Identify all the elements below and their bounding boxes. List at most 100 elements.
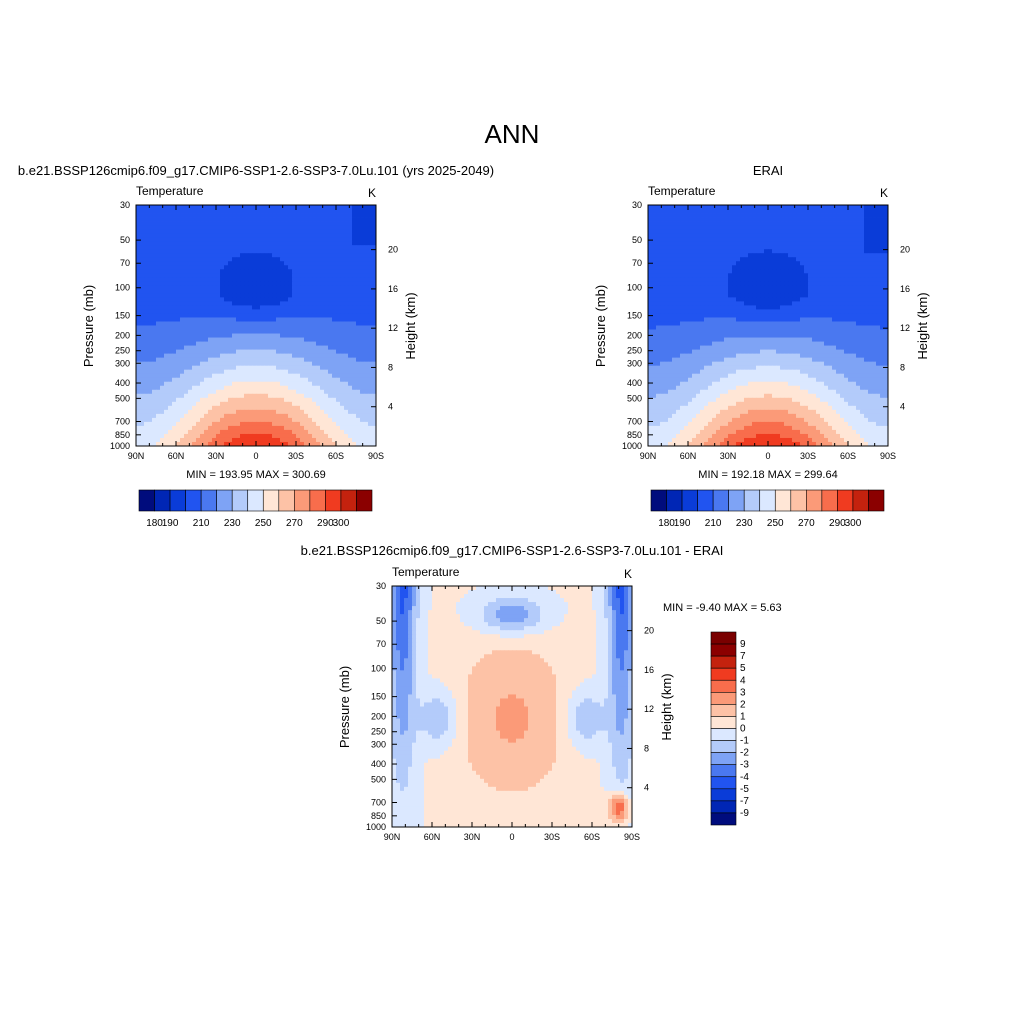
contour-cell: [272, 374, 276, 378]
contour-cell: [788, 273, 792, 277]
contour-cell: [312, 309, 316, 313]
contour-cell: [732, 281, 736, 285]
contour-cell: [684, 269, 688, 273]
contour-cell: [268, 430, 272, 434]
contour-cell: [320, 330, 324, 334]
contour-cell: [344, 205, 348, 209]
contour-cell: [248, 434, 252, 438]
contour-cell: [856, 205, 860, 209]
contour-cell: [752, 253, 756, 257]
contour-cell: [832, 273, 836, 277]
contour-cell: [360, 334, 364, 338]
contour-cell: [316, 233, 320, 237]
contour-cell: [216, 245, 220, 249]
contour-cell: [284, 334, 288, 338]
contour-cell: [180, 301, 184, 305]
contour-cell: [304, 281, 308, 285]
contour-cell: [232, 261, 236, 265]
contour-cell: [200, 253, 204, 257]
contour-cell: [248, 245, 252, 249]
contour-cell: [348, 245, 352, 249]
contour-cell: [308, 334, 312, 338]
contour-cell: [140, 374, 144, 378]
contour-cell: [188, 374, 192, 378]
contour-cell: [148, 217, 152, 221]
contour-cell: [144, 334, 148, 338]
contour-cell: [276, 358, 280, 362]
contour-cell: [244, 265, 248, 269]
contour-cell: [880, 221, 884, 225]
contour-cell: [184, 269, 188, 273]
contour-cell: [144, 402, 148, 406]
contour-cell: [248, 261, 252, 265]
contour-cell: [832, 261, 836, 265]
contour-cell: [312, 217, 316, 221]
contour-cell: [264, 354, 268, 358]
contour-cell: [328, 289, 332, 293]
contour-cell: [236, 434, 240, 438]
contour-cell: [180, 398, 184, 402]
contour-cell: [808, 261, 812, 265]
contour-cell: [176, 205, 180, 209]
contour-cell: [700, 209, 704, 213]
contour-cell: [168, 305, 172, 309]
contour-cell: [840, 253, 844, 257]
contour-cell: [240, 422, 244, 426]
contour-cell: [252, 390, 256, 394]
contour-cell: [204, 414, 208, 418]
contour-cell: [136, 358, 140, 362]
contour-cell: [176, 390, 180, 394]
contour-cell: [368, 398, 372, 402]
contour-cell: [228, 249, 232, 253]
contour-cell: [220, 221, 224, 225]
contour-cell: [360, 422, 364, 426]
contour-cell: [144, 330, 148, 334]
contour-cell: [200, 354, 204, 358]
contour-cell: [648, 273, 652, 277]
contour-cell: [180, 253, 184, 257]
contour-cell: [344, 317, 348, 321]
contour-cell: [796, 285, 800, 289]
contour-cell: [728, 277, 732, 281]
contour-cell: [252, 386, 256, 390]
contour-cell: [332, 245, 336, 249]
contour-cell: [704, 213, 708, 217]
contour-cell: [204, 334, 208, 338]
contour-cell: [220, 273, 224, 277]
contour-cell: [308, 265, 312, 269]
contour-cell: [732, 241, 736, 245]
contour-cell: [220, 366, 224, 370]
contour-cell: [308, 301, 312, 305]
contour-cell: [276, 346, 280, 350]
contour-cell: [248, 233, 252, 237]
contour-cell: [824, 269, 828, 273]
contour-cell: [320, 289, 324, 293]
contour-cell: [216, 374, 220, 378]
contour-cell: [280, 378, 284, 382]
contour-cell: [304, 297, 308, 301]
contour-cell: [256, 394, 260, 398]
contour-cell: [160, 297, 164, 301]
contour-cell: [748, 237, 752, 241]
contour-cell: [776, 209, 780, 213]
contour-cell: [148, 374, 152, 378]
contour-cell: [336, 326, 340, 330]
contour-cell: [204, 221, 208, 225]
contour-cell: [204, 241, 208, 245]
contour-cell: [160, 253, 164, 257]
contour-cell: [152, 209, 156, 213]
contour-cell: [368, 317, 372, 321]
contour-cell: [364, 265, 368, 269]
contour-cell: [276, 374, 280, 378]
contour-cell: [216, 390, 220, 394]
contour-cell: [340, 358, 344, 362]
contour-cell: [704, 257, 708, 261]
contour-cell: [316, 293, 320, 297]
contour-cell: [672, 221, 676, 225]
contour-cell: [344, 366, 348, 370]
contour-cell: [192, 354, 196, 358]
contour-cell: [680, 253, 684, 257]
contour-cell: [316, 269, 320, 273]
contour-cell: [360, 418, 364, 422]
contour-cell: [856, 277, 860, 281]
